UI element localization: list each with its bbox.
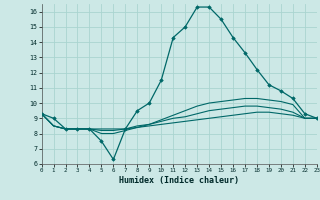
- X-axis label: Humidex (Indice chaleur): Humidex (Indice chaleur): [119, 176, 239, 185]
